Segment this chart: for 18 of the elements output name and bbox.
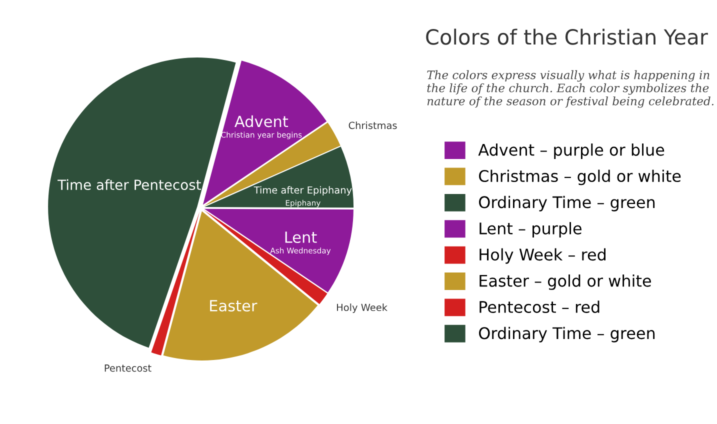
legend-label: Pentecost – red	[480, 300, 600, 314]
text: The colors express visually what is happening in the life of the church. Each color symbolizes the nature of the season or festival being celebrated.	[427, 70, 714, 108]
text: Pentecost	[104, 364, 152, 372]
text: Time after Pentecost	[58, 179, 201, 190]
text: Holy Week	[337, 304, 388, 313]
text: Lent	[285, 232, 317, 243]
text: Advent	[234, 115, 288, 128]
legend-label: Christmas – gold or white	[479, 170, 681, 186]
legend-label: Advent – purple or blue	[478, 143, 664, 159]
text: Christmas	[348, 122, 397, 130]
legend-label: Holy Week – red	[480, 248, 606, 264]
legend-label: Ordinary Time – green	[479, 196, 655, 212]
legend-label: Easter – gold or white	[480, 274, 651, 290]
chart-title: Colors of the Christian Year	[426, 28, 708, 45]
legend-label: Ordinary Time – green	[479, 326, 655, 342]
text: Time after Epiphany	[254, 186, 352, 196]
legend-label: Lent – purple	[480, 222, 582, 238]
text: Easter	[210, 300, 258, 312]
